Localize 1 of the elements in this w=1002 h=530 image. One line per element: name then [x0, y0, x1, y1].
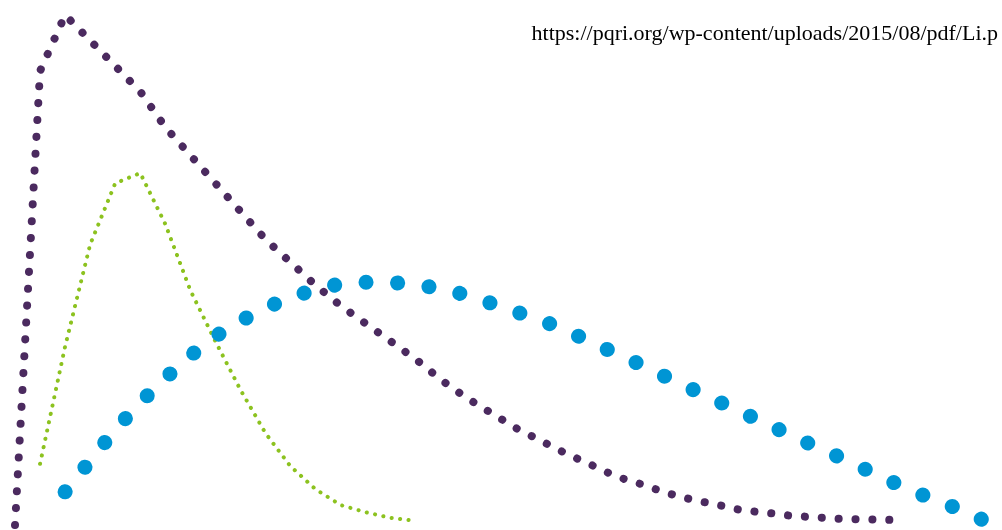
annotation: https://pqri.org/wp-content/uploads/2015/08/pdf/Li.p	[531, 20, 998, 45]
